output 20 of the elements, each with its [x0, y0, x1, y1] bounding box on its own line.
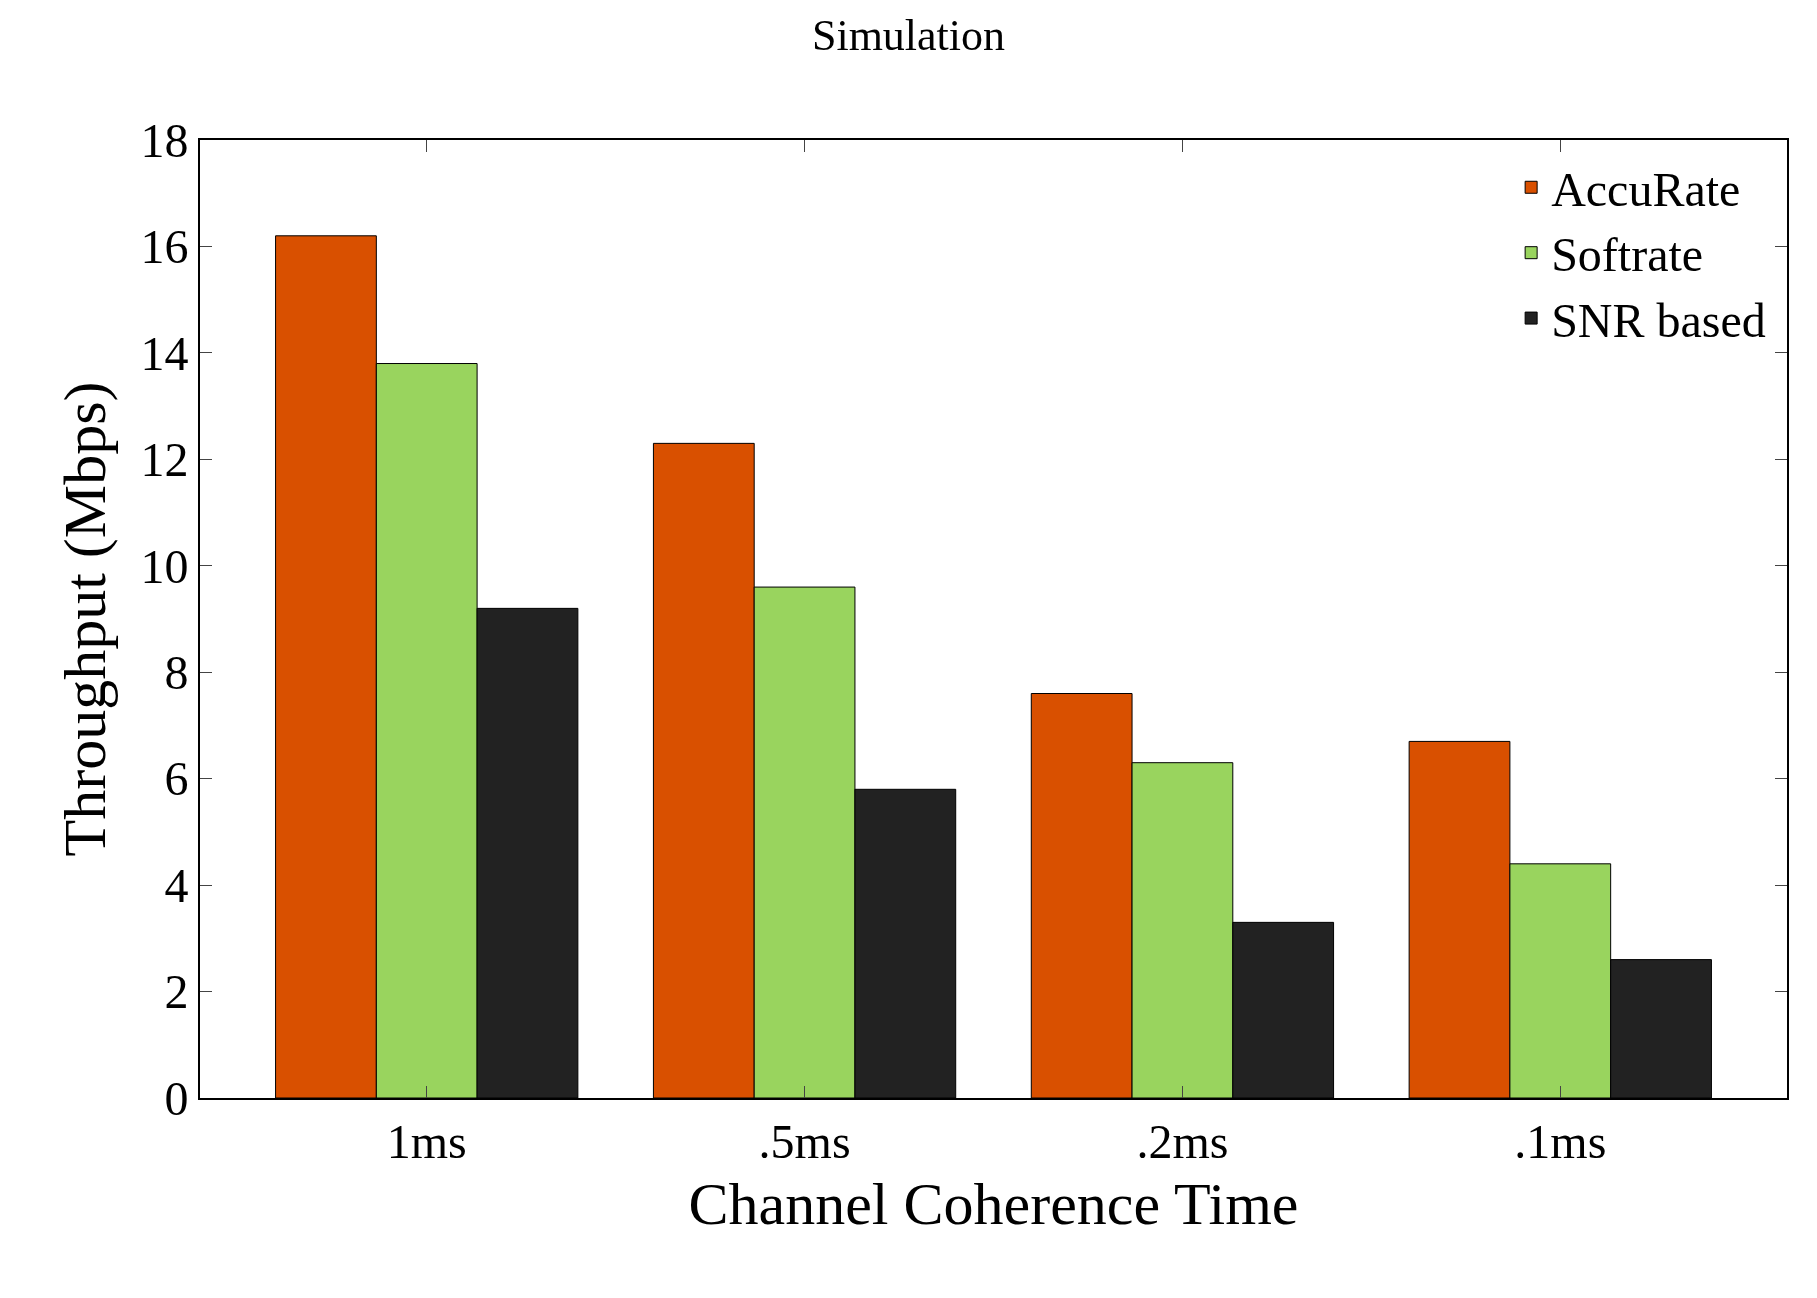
x-tick-label: 1ms	[386, 1114, 467, 1168]
y-tick-label: 2	[164, 965, 189, 1019]
chart-title: Simulation	[811, 11, 1006, 61]
y-tick-label: 8	[164, 646, 189, 700]
x-axis-title: Channel Coherence Time	[688, 1170, 1299, 1237]
x-tick-label: .1ms	[1514, 1114, 1607, 1168]
y-tick-label: 18	[140, 113, 189, 167]
legend-label: Softrate	[1551, 228, 1704, 282]
y-tick-label: 16	[140, 220, 189, 274]
x-tick-label: .2ms	[1136, 1114, 1229, 1168]
y-tick-label: 4	[164, 858, 189, 912]
y-tick-label: 10	[140, 539, 189, 593]
y-tick-label: 12	[140, 433, 189, 487]
y-tick-label: 14	[140, 326, 189, 380]
y-axis-title: Throughput (Mbps)	[52, 381, 119, 857]
y-tick-label: 0	[164, 1071, 189, 1125]
x-tick-label: .5ms	[758, 1114, 851, 1168]
legend-label: AccuRate	[1551, 163, 1741, 216]
y-tick-label: 6	[164, 752, 189, 806]
legend-label: SNR based	[1551, 293, 1766, 347]
